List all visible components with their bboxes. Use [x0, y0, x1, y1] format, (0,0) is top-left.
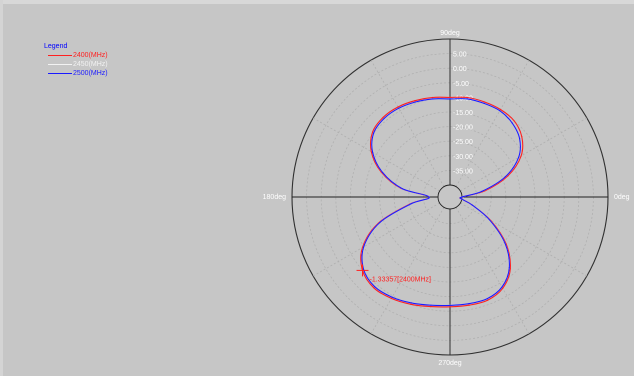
- series-point-2400-mhz-280: [468, 304, 470, 306]
- radial-label-7: -30.00: [453, 154, 473, 161]
- series-line-2450-mhz: [361, 98, 521, 307]
- spoke-120: [370, 59, 445, 187]
- series-point-2500-mhz-270: [449, 304, 451, 306]
- series-point-2500-mhz-200: [379, 222, 381, 224]
- series-point-2500-mhz-120: [398, 107, 400, 109]
- series-point-2500-mhz-140: [373, 132, 375, 134]
- radial-label-8: -35.00: [453, 168, 473, 175]
- window-left-edge: [0, 0, 3, 376]
- spoke-30: [460, 117, 588, 192]
- angle-label-180deg: 180deg: [263, 194, 286, 201]
- series-point-2500-mhz-50: [511, 122, 513, 124]
- legend: Legend 2400(MHz) 2450(MHz) 2500(MHz): [44, 42, 108, 78]
- series-point-2400-mhz-60: [499, 108, 502, 111]
- series-point-2400-mhz-140: [372, 131, 374, 133]
- series-point-2400-mhz-310: [509, 268, 511, 270]
- series-point-2500-mhz-30: [518, 156, 520, 158]
- series-point-2500-mhz-250: [410, 302, 412, 304]
- angle-label-0deg: 0deg: [614, 194, 630, 201]
- series-point-2400-mhz-30: [520, 155, 522, 157]
- spoke-300: [455, 207, 530, 335]
- legend-line-2400: [48, 55, 72, 56]
- series-point-2500-mhz-20: [504, 176, 506, 178]
- spoke-210: [312, 202, 440, 277]
- legend-line-2450: [48, 64, 72, 65]
- spoke-150: [312, 117, 440, 192]
- series-point-2500-mhz-260: [430, 304, 432, 306]
- series-point-2500-mhz-310: [508, 267, 510, 269]
- series-point-2400-mhz-240: [390, 297, 392, 299]
- series-point-2500-mhz-220: [363, 268, 365, 271]
- legend-title: Legend: [44, 43, 68, 50]
- series-point-2400-mhz-300: [502, 287, 504, 289]
- series-point-2500-mhz-80: [466, 98, 468, 100]
- radial-label-0: 5.00: [453, 52, 467, 59]
- series-point-2500-mhz-320: [504, 242, 506, 244]
- radial-label-1: 0.00: [453, 66, 467, 73]
- angle-label-90deg: 90deg: [440, 30, 460, 37]
- legend-entry-2500: 2500(MHz): [44, 69, 108, 78]
- legend-entry-2450: 2450(MHz): [44, 60, 108, 69]
- radial-label-5: -20.00: [453, 125, 473, 132]
- series-point-2500-mhz-40: [519, 138, 521, 140]
- window-top-edge: [0, 0, 634, 4]
- series-point-2400-mhz-260: [430, 306, 432, 308]
- center-circle: [437, 184, 463, 210]
- series-point-2400-mhz-250: [410, 303, 412, 305]
- series-point-2400-mhz-150: [370, 151, 372, 153]
- series-point-2500-mhz-0: [461, 196, 463, 198]
- series-point-2500-mhz-160: [381, 171, 384, 173]
- series-point-2500-mhz-230: [374, 286, 376, 288]
- legend-label-2400: 2400(MHz): [73, 52, 108, 59]
- series-point-2500-mhz-90: [449, 98, 451, 100]
- legend-line-2500: [48, 73, 72, 74]
- series-point-2500-mhz-130: [383, 117, 385, 120]
- series-point-2500-mhz-150: [372, 151, 374, 153]
- series-point-2500-mhz-290: [486, 298, 488, 300]
- series-point-2500-mhz-190: [410, 203, 412, 205]
- series-point-2500-mhz-280: [468, 303, 470, 305]
- series-point-2500-mhz-350: [461, 198, 463, 200]
- series-point-2500-mhz-70: [483, 102, 485, 104]
- series-point-2400-mhz-100: [431, 96, 434, 99]
- series-point-2400-mhz-70: [484, 101, 486, 103]
- series-point-2500-mhz-10: [481, 190, 483, 192]
- series-point-2400-mhz-40: [521, 136, 523, 138]
- legend-label-2500: 2500(MHz): [73, 70, 108, 77]
- series-point-2400-mhz-230: [373, 287, 375, 289]
- radial-label-2: -5.00: [453, 81, 469, 88]
- series-point-2400-mhz-80: [466, 96, 469, 99]
- series-point-2500-mhz-240: [391, 296, 393, 298]
- series-point-2400-mhz-20: [507, 175, 509, 177]
- series-point-2500-mhz-210: [363, 246, 365, 248]
- series-point-2500-mhz-180: [428, 196, 430, 198]
- series-point-2500-mhz-60: [499, 110, 501, 112]
- legend-label-2450: 2450(MHz): [73, 61, 108, 68]
- series-point-2400-mhz-50: [513, 120, 515, 122]
- series-point-2400-mhz-130: [382, 116, 384, 118]
- marker-label: -1.33357[2400MHz]: [370, 276, 432, 283]
- series-point-2500-mhz-340: [471, 204, 473, 206]
- series-point-2500-mhz-110: [414, 101, 416, 103]
- series-point-2500-mhz-100: [432, 98, 434, 100]
- spoke-330: [460, 202, 588, 277]
- legend-entry-2400: 2400(MHz): [44, 51, 108, 60]
- series-point-2400-mhz-210: [361, 246, 364, 249]
- series-line-2500-mhz: [361, 98, 521, 307]
- series-point-2400-mhz-290: [487, 299, 489, 301]
- spoke-60: [455, 59, 530, 187]
- series-point-2500-mhz-330: [488, 219, 491, 221]
- series-point-2400-mhz-120: [397, 106, 399, 108]
- spoke-240: [370, 207, 445, 335]
- series-point-2500-mhz-170: [401, 188, 403, 190]
- series-point-2500-mhz-300: [501, 286, 503, 288]
- angle-label-270deg: 270deg: [438, 360, 461, 367]
- radial-label-4: -15.00: [453, 110, 473, 117]
- series-point-2400-mhz-90: [449, 96, 451, 98]
- radial-label-6: -25.00: [453, 139, 473, 146]
- series-point-2400-mhz-110: [414, 100, 416, 102]
- series-point-2400-mhz-270: [449, 306, 451, 308]
